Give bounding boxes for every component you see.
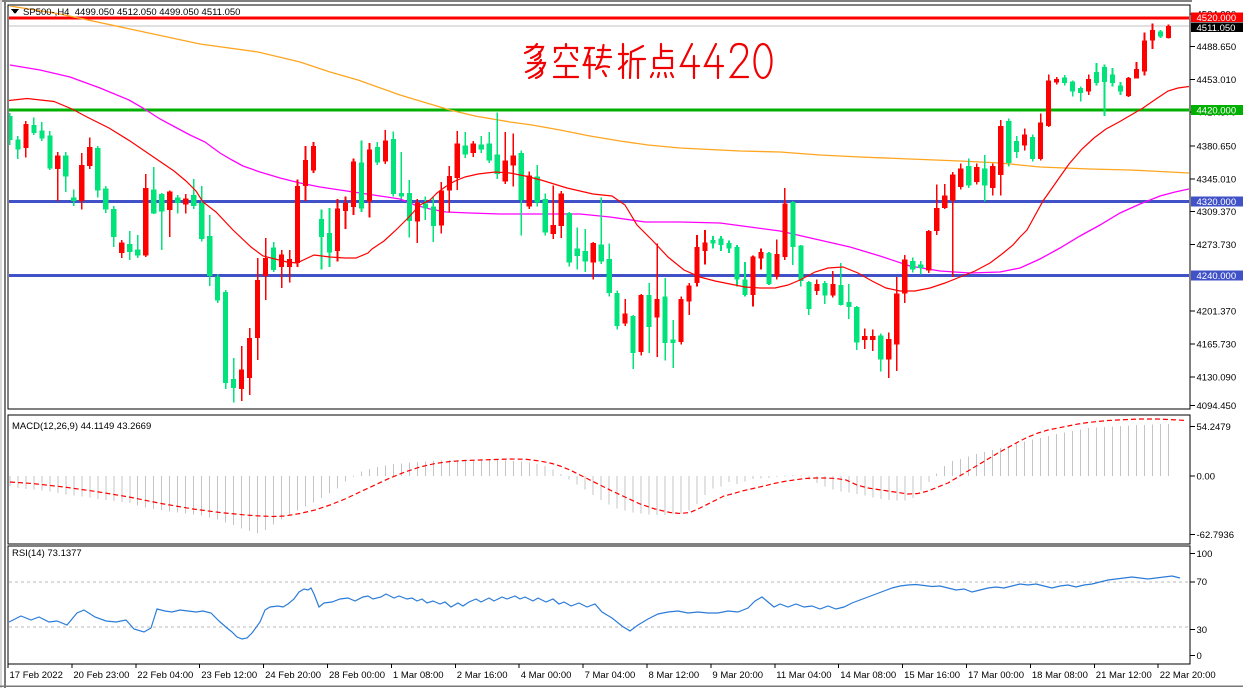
svg-text:4488.650: 4488.650 bbox=[1197, 42, 1237, 53]
svg-text:SP500-,H4 4499.050 4512.050 4: SP500-,H4 4499.050 4512.050 4499.050 451… bbox=[23, 7, 240, 18]
svg-text:7 Mar 04:00: 7 Mar 04:00 bbox=[585, 670, 636, 681]
svg-text:21 Mar 12:00: 21 Mar 12:00 bbox=[1096, 670, 1152, 681]
svg-text:15 Mar 16:00: 15 Mar 16:00 bbox=[904, 670, 960, 681]
svg-text:17 Mar 00:00: 17 Mar 00:00 bbox=[968, 670, 1024, 681]
svg-text:11 Mar 04:00: 11 Mar 04:00 bbox=[776, 670, 831, 681]
svg-text:100: 100 bbox=[1197, 549, 1213, 560]
svg-text:4520.000: 4520.000 bbox=[1197, 13, 1237, 24]
svg-text:4320.000: 4320.000 bbox=[1197, 197, 1237, 208]
svg-text:-62.7936: -62.7936 bbox=[1197, 530, 1235, 541]
svg-text:4 Mar 00:00: 4 Mar 00:00 bbox=[521, 670, 572, 681]
svg-text:4201.370: 4201.370 bbox=[1197, 306, 1237, 317]
svg-text:2 Mar 16:00: 2 Mar 16:00 bbox=[457, 670, 508, 681]
svg-text:4345.010: 4345.010 bbox=[1197, 174, 1237, 185]
svg-text:4273.730: 4273.730 bbox=[1197, 240, 1237, 251]
svg-text:4511.050: 4511.050 bbox=[1197, 23, 1236, 34]
svg-text:14 Mar 08:00: 14 Mar 08:00 bbox=[840, 670, 896, 681]
svg-text:4453.010: 4453.010 bbox=[1197, 75, 1237, 86]
svg-text:17 Feb 2022: 17 Feb 2022 bbox=[10, 670, 63, 681]
svg-text:8 Mar 12:00: 8 Mar 12:00 bbox=[649, 670, 700, 681]
svg-text:4094.450: 4094.450 bbox=[1197, 401, 1237, 412]
svg-text:4380.650: 4380.650 bbox=[1197, 141, 1237, 152]
svg-text:70: 70 bbox=[1197, 577, 1208, 588]
svg-text:MACD(12,26,9) 44.1149 43.2669: MACD(12,26,9) 44.1149 43.2669 bbox=[12, 421, 151, 432]
svg-text:22 Feb 04:00: 22 Feb 04:00 bbox=[137, 670, 193, 681]
svg-text:4240.000: 4240.000 bbox=[1197, 271, 1237, 282]
svg-text:24 Feb 20:00: 24 Feb 20:00 bbox=[265, 670, 321, 681]
svg-text:0: 0 bbox=[1197, 651, 1202, 662]
svg-text:1 Mar 08:00: 1 Mar 08:00 bbox=[393, 670, 444, 681]
svg-text:4420.000: 4420.000 bbox=[1197, 106, 1237, 117]
svg-text:20 Feb 23:00: 20 Feb 23:00 bbox=[73, 670, 129, 681]
svg-text:28 Feb 00:00: 28 Feb 00:00 bbox=[329, 670, 385, 681]
svg-text:22 Mar 20:00: 22 Mar 20:00 bbox=[1160, 670, 1216, 681]
svg-text:23 Feb 12:00: 23 Feb 12:00 bbox=[201, 670, 257, 681]
svg-text:54.2479: 54.2479 bbox=[1197, 422, 1231, 433]
svg-text:4165.730: 4165.730 bbox=[1197, 339, 1237, 350]
svg-text:9 Mar 20:00: 9 Mar 20:00 bbox=[712, 670, 763, 681]
svg-text:30: 30 bbox=[1197, 625, 1208, 636]
svg-text:4130.090: 4130.090 bbox=[1197, 372, 1237, 383]
svg-text:18 Mar 08:00: 18 Mar 08:00 bbox=[1032, 670, 1088, 681]
svg-text:4309.370: 4309.370 bbox=[1197, 207, 1237, 218]
svg-text:0.00: 0.00 bbox=[1197, 471, 1216, 482]
svg-text:RSI(14) 73.1377: RSI(14) 73.1377 bbox=[12, 548, 82, 559]
